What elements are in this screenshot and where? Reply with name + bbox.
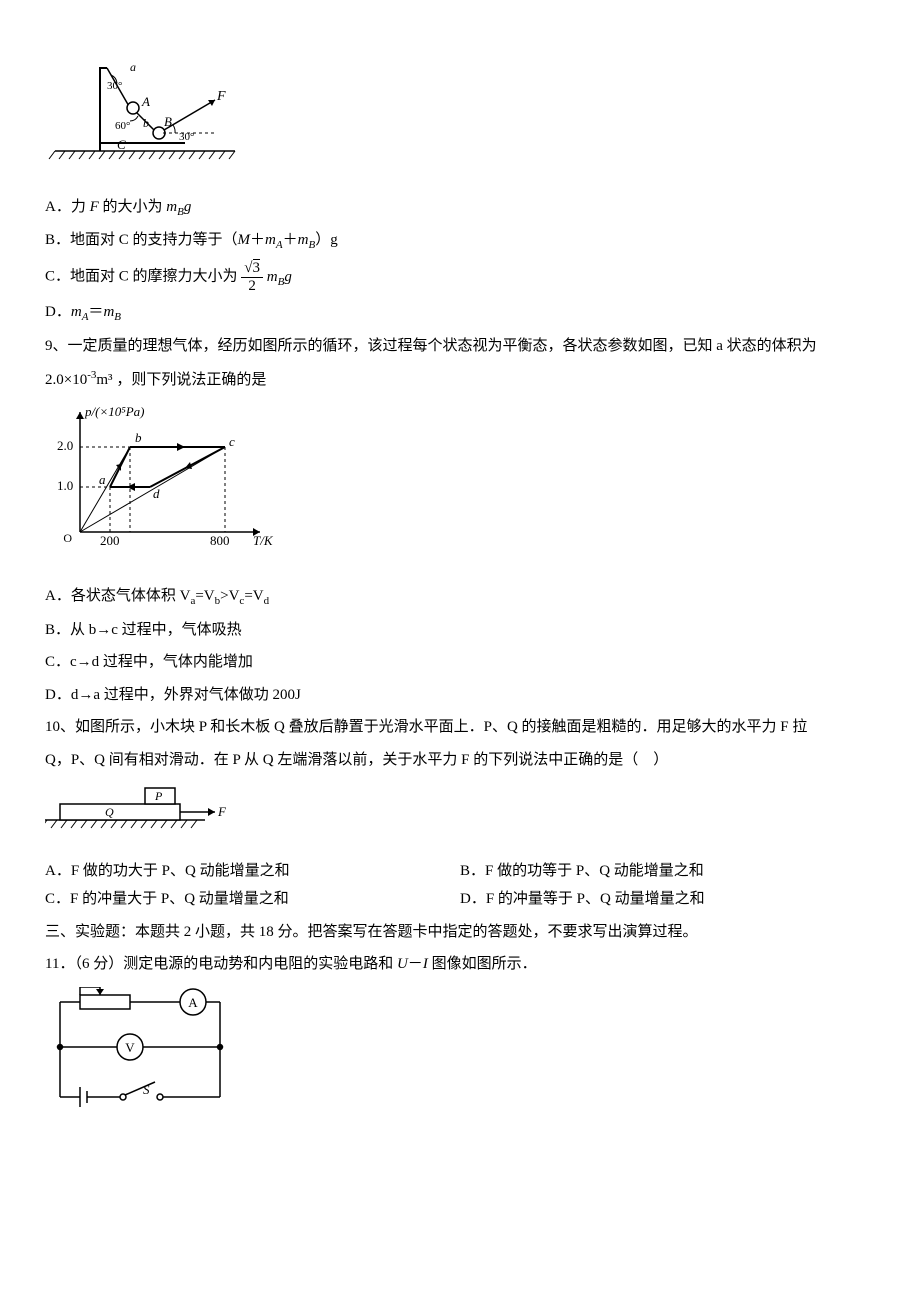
q9-stem-b: 2.0×10-3m³ ，则下列说法正确的是 [45, 365, 875, 395]
q8-B-pre: B．地面对 C 的支持力等于（ [45, 232, 238, 248]
label-A: A [141, 94, 150, 109]
label-b: b [143, 116, 149, 130]
label-C: C [117, 137, 126, 152]
q8-figure: a A b B C F 30° 60° 30° [45, 53, 875, 179]
svg-text:A: A [188, 995, 198, 1010]
svg-text:d: d [153, 486, 160, 501]
q9-chart: O 1.0 2.0 200 800 p/(×10⁵Pa) T/K a b c d [45, 402, 875, 568]
svg-text:S: S [143, 1082, 150, 1097]
svg-text:2.0: 2.0 [57, 438, 73, 453]
label-a: a [130, 60, 136, 74]
label-F: F [216, 89, 226, 104]
q10-row2: C．F 的冲量大于 P、Q 动量增量之和 D．F 的冲量等于 P、Q 动量增量之… [45, 885, 875, 914]
section3-heading: 三、实验题：本题共 2 小题，共 18 分。把答案写在答题卡中指定的答题处，不要… [45, 918, 875, 947]
svg-text:b: b [135, 430, 142, 445]
q9-option-D: D．d→a 过程中，外界对气体做功 200J [45, 681, 875, 710]
svg-text:200: 200 [100, 533, 120, 548]
label-B: B [164, 114, 172, 129]
svg-text:T/K: T/K [253, 533, 274, 548]
svg-text:P: P [154, 789, 163, 803]
label-30r: 30° [179, 131, 194, 143]
label-60: 60° [115, 120, 130, 132]
q10-stem-b: Q，P、Q 间有相对滑动．在 P 从 Q 左端滑落以前，关于水平力 F 的下列说… [45, 746, 875, 775]
svg-text:c: c [229, 434, 235, 449]
q10-figure: P Q F [45, 782, 875, 843]
q9-option-B: B．从 b→c 过程中，气体吸热 [45, 616, 875, 645]
q9-option-C: C．c→d 过程中，气体内能增加 [45, 648, 875, 677]
q8-B-post: ）g [315, 232, 338, 248]
svg-text:Q: Q [105, 805, 114, 819]
q9-stem-a: 9、一定质量的理想气体，经历如图所示的循环，该过程每个状态视为平衡态，各状态参数… [45, 332, 875, 361]
q10-row1: A．F 做的功大于 P、Q 动能增量之和 B．F 做的功等于 P、Q 动能增量之… [45, 857, 875, 886]
q10-option-B: B．F 做的功等于 P、Q 动能增量之和 [460, 857, 875, 886]
svg-text:a: a [99, 472, 106, 487]
svg-text:800: 800 [210, 533, 230, 548]
q10-option-A: A．F 做的功大于 P、Q 动能增量之和 [45, 857, 460, 886]
svg-text:F: F [217, 804, 227, 819]
q10-stem-a: 10、如图所示，小木块 P 和长木板 Q 叠放后静置于光滑水平面上．P、Q 的接… [45, 713, 875, 742]
svg-text:p/(×10⁵Pa): p/(×10⁵Pa) [84, 404, 145, 419]
q10-option-D: D．F 的冲量等于 P、Q 动量增量之和 [460, 885, 875, 914]
q8-C-pre: C．地面对 C 的摩擦力大小为 [45, 269, 238, 285]
q11-circuit: A V S [45, 987, 875, 1128]
q8-option-D: D．mA＝mB [45, 298, 875, 328]
q8-option-B: B．地面对 C 的支持力等于（M＋mA＋mB）g [45, 226, 875, 256]
q10-option-C: C．F 的冲量大于 P、Q 动量增量之和 [45, 885, 460, 914]
q8-option-C: C．地面对 C 的摩擦力大小为 √32 mBg [45, 260, 875, 294]
q11-stem: 11．（6 分）测定电源的电动势和内电阻的实验电路和 U－I 图像如图所示． [45, 950, 875, 979]
q8-option-A: A．力 F 的大小为 mBg [45, 193, 875, 223]
label-30top: 30° [107, 80, 122, 92]
svg-text:1.0: 1.0 [57, 478, 73, 493]
svg-text:V: V [125, 1040, 135, 1055]
q9-option-A: A．各状态气体体积 Va=Vb>Vc=Vd [45, 582, 875, 612]
origin-label: O [63, 531, 72, 545]
